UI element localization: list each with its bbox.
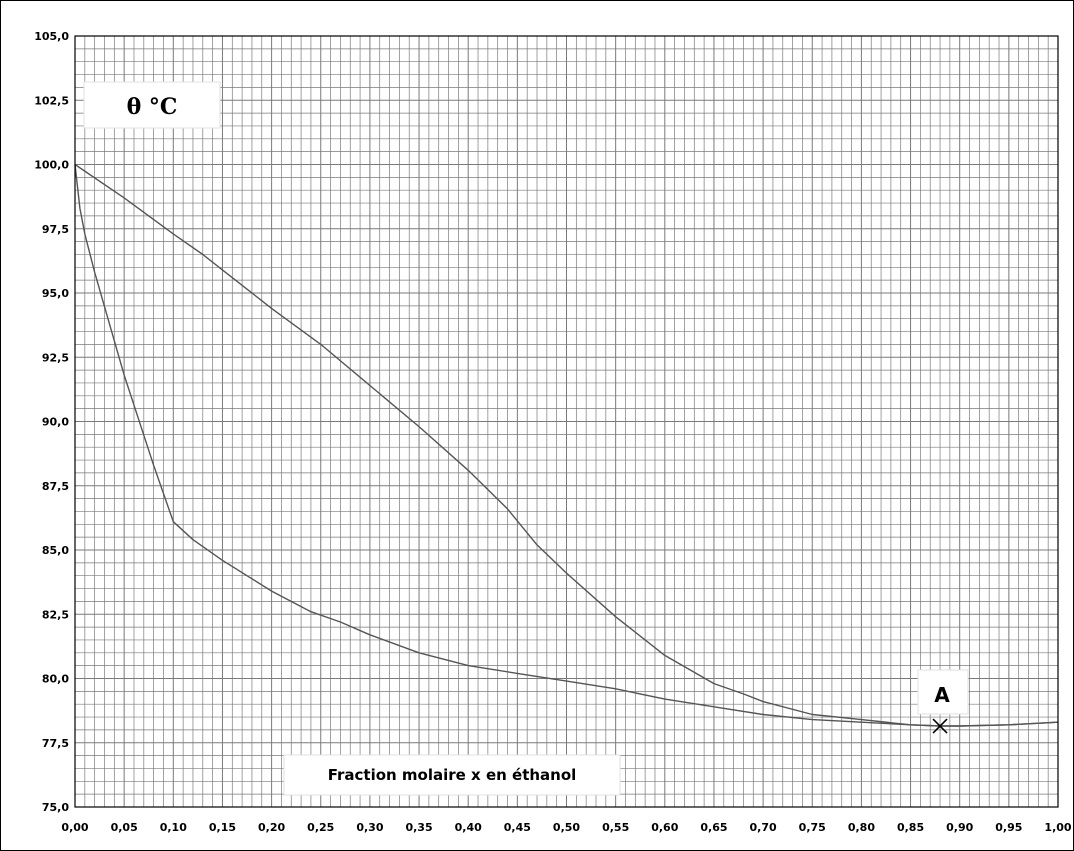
x-tick-label: 0,25 [307, 821, 334, 834]
x-tick-label: 0,70 [750, 821, 777, 834]
x-tick-label: 0,95 [995, 821, 1022, 834]
y-tick-label: 95,0 [42, 287, 69, 300]
x-tick-label: 0,40 [455, 821, 482, 834]
x-tick-label: 0,90 [946, 821, 973, 834]
series-line-2 [74, 164, 1059, 727]
y-tick-label: 75,0 [42, 801, 69, 814]
y-tick-label: 77,5 [42, 737, 69, 750]
x-tick-label: 0,75 [799, 821, 826, 834]
x-tick-label: 0,15 [209, 821, 236, 834]
annotation-label: A [934, 683, 950, 707]
x-tick-label: 0,65 [700, 821, 727, 834]
plot-frame [74, 35, 1059, 808]
y-tick-label: 90,0 [42, 416, 69, 429]
ylabel-box [83, 81, 221, 129]
x-tick-label: 0,20 [258, 821, 285, 834]
y-tick-label: 100,0 [34, 159, 69, 172]
x-tick-label: 0,85 [897, 821, 924, 834]
y-tick-label: 85,0 [42, 544, 69, 557]
x-tick-label: 0,00 [61, 821, 88, 834]
x-tick-label: 0,35 [405, 821, 432, 834]
x-tick-label: 0,45 [504, 821, 531, 834]
y-tick-label: 102,5 [34, 94, 69, 107]
x-tick-label: 0,80 [848, 821, 875, 834]
y-tick-label: 82,5 [42, 608, 69, 621]
annotation-point-marker [932, 718, 948, 734]
x-tick-label: 0,05 [111, 821, 138, 834]
xlabel-box [283, 754, 621, 796]
y-tick-label: 92,5 [42, 351, 69, 364]
y-tick-label: 105,0 [34, 30, 69, 43]
annotation-box [917, 669, 969, 715]
y-tick-label: 80,0 [42, 673, 69, 686]
y-tick-label: 97,5 [42, 223, 69, 236]
x-tick-label: 1,00 [1044, 821, 1071, 834]
x-tick-label: 0,30 [356, 821, 383, 834]
x-tick-label: 0,55 [602, 821, 629, 834]
y-tick-label: 87,5 [42, 480, 69, 493]
x-axis-title: Fraction molaire x en éthanol [328, 766, 577, 784]
x-tick-label: 0,50 [553, 821, 580, 834]
y-axis-title: θ °C [127, 94, 178, 120]
x-tick-label: 0,10 [160, 821, 187, 834]
x-tick-label: 0,60 [651, 821, 678, 834]
